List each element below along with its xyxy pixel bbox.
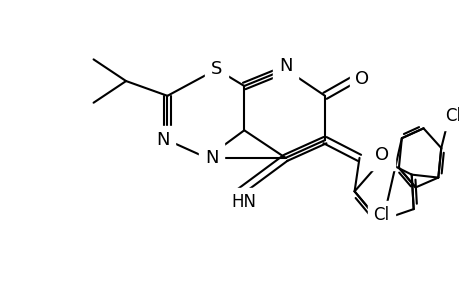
Text: Cl: Cl <box>444 106 459 124</box>
Text: Cl: Cl <box>372 206 388 224</box>
Text: O: O <box>355 70 369 88</box>
Text: N: N <box>278 57 292 75</box>
Text: O: O <box>374 146 388 164</box>
Text: HN: HN <box>231 193 256 211</box>
Text: N: N <box>156 131 169 149</box>
Text: S: S <box>211 60 222 78</box>
Text: N: N <box>205 149 218 167</box>
